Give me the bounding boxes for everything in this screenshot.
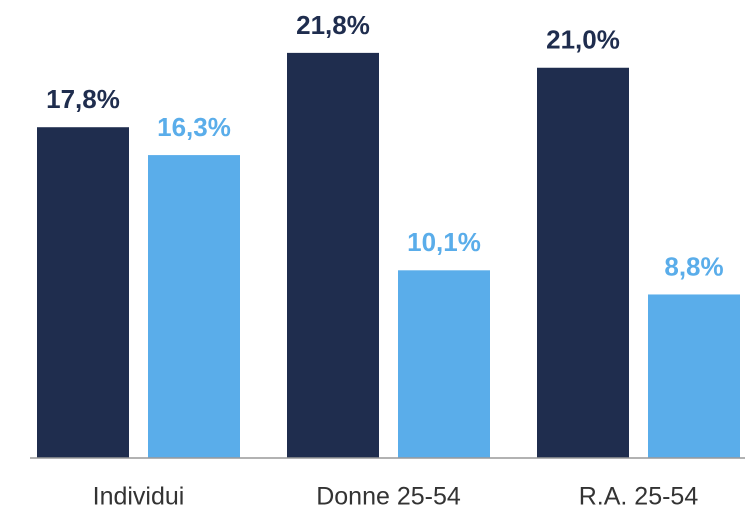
value-label: 21,8% <box>296 10 370 40</box>
x-tick-label: R.A. 25-54 <box>579 483 699 509</box>
bar <box>648 294 740 458</box>
bar <box>287 52 379 459</box>
bar <box>148 155 240 458</box>
x-tick-label: Donne 25-54 <box>316 483 461 509</box>
bar <box>398 270 490 458</box>
bar <box>37 127 129 458</box>
value-label: 8,8% <box>664 251 723 281</box>
value-label: 17,8% <box>46 84 120 114</box>
value-label: 21,0% <box>546 25 620 55</box>
bar <box>537 67 629 458</box>
value-label: 16,3% <box>157 112 231 142</box>
value-label: 10,1% <box>407 227 481 257</box>
x-tick-label: Individui <box>93 483 185 509</box>
